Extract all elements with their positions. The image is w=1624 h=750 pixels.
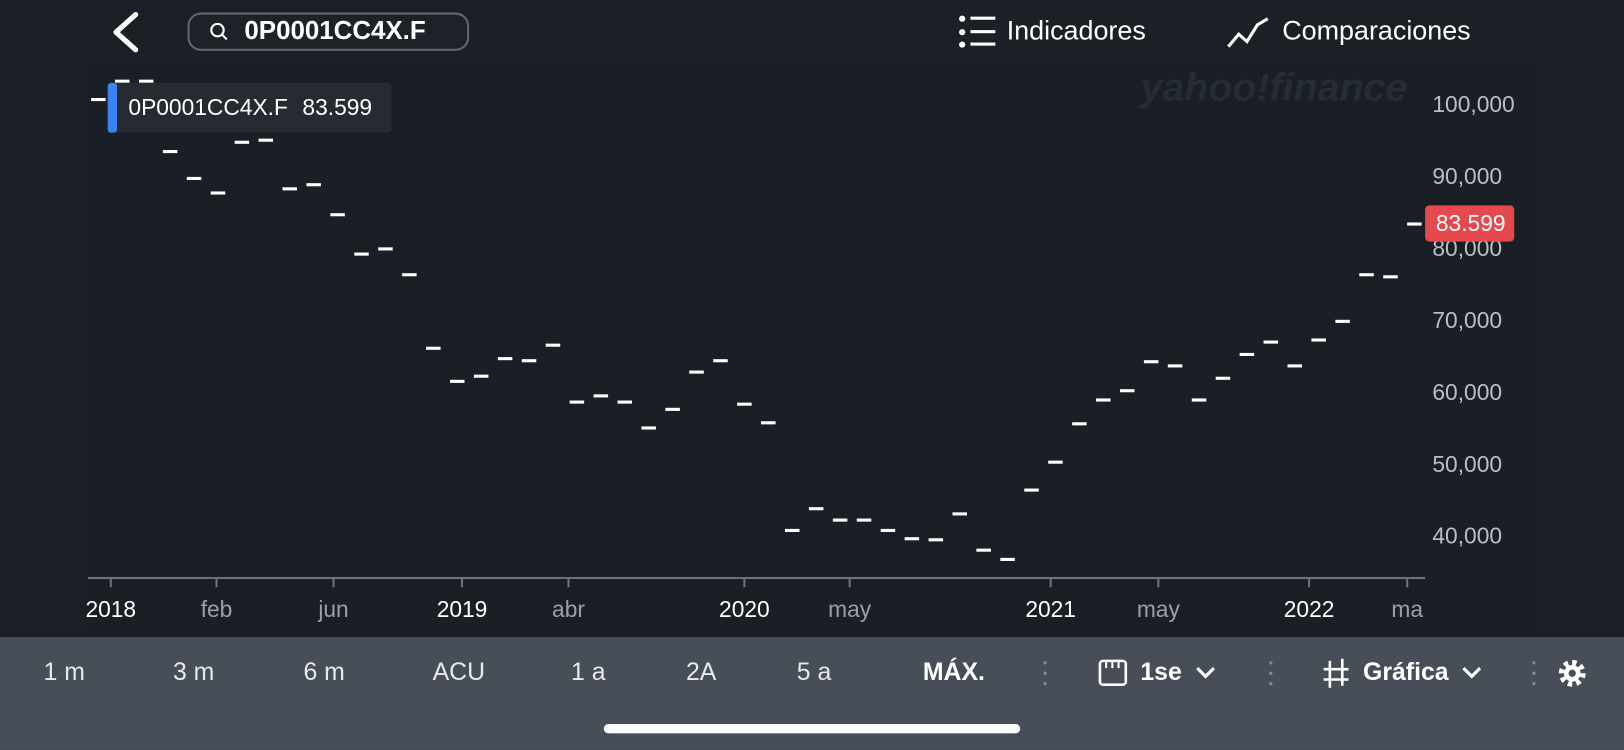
price-badge-label: 83.599	[1436, 210, 1506, 236]
interval-button[interactable]: 1se	[1140, 659, 1181, 686]
x-tick-label: abr	[552, 596, 585, 622]
chart-type-icon	[1323, 658, 1349, 688]
x-tick-label: jun	[317, 596, 348, 622]
search-box[interactable]	[187, 12, 470, 51]
y-tick-label: 70,000	[1432, 307, 1502, 333]
range-button[interactable]: 5 a	[797, 659, 832, 686]
tooltip-symbol: 0P0001CC4X.F	[128, 94, 287, 120]
search-icon	[220, 33, 228, 41]
y-tick-label: 40,000	[1432, 523, 1502, 549]
x-tick-label: 2018	[85, 596, 136, 622]
chart-area	[88, 64, 1536, 638]
tooltip-marker	[107, 82, 118, 133]
search-text[interactable]: 0P0001CC4X.F	[244, 17, 425, 45]
range-button[interactable]: 1 a	[571, 659, 606, 686]
x-tick-label: feb	[201, 596, 233, 622]
x-tick-label: ma	[1391, 596, 1423, 622]
x-tick-label: 2020	[719, 596, 770, 622]
range-button[interactable]: ACU	[433, 659, 485, 686]
search-icon	[210, 22, 225, 38]
y-tick-label: 50,000	[1432, 451, 1502, 477]
y-tick-label: 60,000	[1432, 379, 1502, 405]
x-tick-label: 2019	[437, 596, 488, 622]
comparisons-icon	[1227, 17, 1269, 48]
chart-type-button[interactable]: Gráfica	[1363, 659, 1449, 686]
y-tick-label: 100,000	[1432, 91, 1514, 117]
price-badge	[1425, 205, 1515, 242]
range-button[interactable]: 6 m	[303, 659, 344, 686]
chevron	[1462, 667, 1482, 679]
tooltip-value: 83.599	[302, 94, 372, 120]
range-button[interactable]: 3 m	[173, 659, 214, 686]
settings-button[interactable]	[1558, 659, 1586, 687]
x-tick-label: may	[1137, 596, 1181, 622]
chevron	[1196, 667, 1215, 679]
x-tick-label: may	[828, 596, 872, 622]
indicators-icon	[959, 15, 996, 48]
x-tick-label: 2022	[1284, 596, 1335, 622]
comparisons-button[interactable]: Comparaciones	[1282, 15, 1470, 45]
separator	[1043, 661, 1536, 686]
x-tick-label: 2021	[1025, 596, 1076, 622]
indicators-button[interactable]: Indicadores	[1007, 15, 1146, 45]
range-button[interactable]: 1 m	[44, 659, 85, 686]
back-button[interactable]	[113, 11, 139, 53]
range-button[interactable]: 2A	[686, 659, 717, 686]
tooltip	[107, 82, 392, 133]
interval-icon	[1105, 660, 1120, 669]
watermark: yahoo!finance	[1139, 66, 1408, 110]
home-indicator	[603, 724, 1021, 734]
y-tick-label: 90,000	[1432, 163, 1502, 189]
range-button[interactable]: MÁX.	[923, 657, 985, 686]
